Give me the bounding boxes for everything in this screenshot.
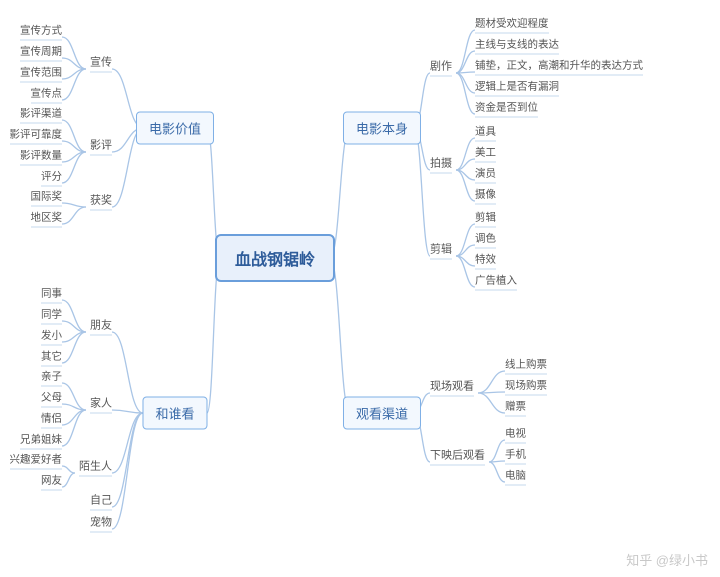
leaf-r18: 手机 — [505, 446, 526, 465]
leaf-r12: 特效 — [475, 251, 496, 270]
leaf-r5: 资金是否到位 — [475, 99, 538, 118]
leaf-r10: 剪辑 — [475, 209, 496, 228]
center-node: 血战钢锯岭 — [215, 234, 335, 282]
leaf-l17: 情侣 — [41, 410, 62, 429]
leaf-l11: 同事 — [41, 285, 62, 304]
sub-ps: 拍摄 — [430, 153, 452, 174]
sub-xyh: 下映后观看 — [430, 445, 485, 466]
leaf-r13: 广告植入 — [475, 272, 517, 291]
sub-hj: 获奖 — [90, 190, 112, 211]
leaf-l1: 宣传方式 — [20, 22, 62, 41]
leaf-l9: 国际奖 — [31, 188, 63, 207]
sub-zj: 自己 — [90, 490, 112, 511]
sub-py: 朋友 — [90, 315, 112, 336]
sub-yp: 影评 — [90, 135, 112, 156]
watermark: 知乎 @绿小书 — [626, 550, 708, 569]
leaf-r16: 赠票 — [505, 398, 526, 417]
leaf-r11: 调色 — [475, 230, 496, 249]
leaf-l3: 宣传范围 — [20, 64, 62, 83]
leaf-l15: 亲子 — [41, 368, 62, 387]
leaf-r17: 电视 — [505, 425, 526, 444]
leaf-l2: 宣传周期 — [20, 43, 62, 62]
leaf-r1: 题材受欢迎程度 — [475, 15, 549, 34]
main-channel: 观看渠道 — [343, 397, 421, 430]
sub-jz: 剧作 — [430, 56, 452, 77]
leaf-r4: 逻辑上是否有漏洞 — [475, 78, 559, 97]
leaf-l14: 其它 — [41, 348, 62, 367]
leaf-r2: 主线与支线的表达 — [475, 36, 559, 55]
leaf-l10: 地区奖 — [31, 209, 63, 228]
sub-ms: 陌生人 — [79, 456, 112, 477]
leaf-l4: 宣传点 — [31, 85, 63, 104]
leaf-l7: 影评数量 — [20, 147, 62, 166]
leaf-l19: 兴趣爱好者 — [10, 451, 63, 470]
leaf-r19: 电脑 — [505, 467, 526, 486]
leaf-r3: 铺垫，正文，高潮和升华的表达方式 — [475, 57, 643, 76]
main-value: 电影价值 — [136, 112, 214, 145]
leaf-l8: 评分 — [41, 168, 62, 187]
leaf-r14: 线上购票 — [505, 356, 547, 375]
main-film: 电影本身 — [343, 112, 421, 145]
leaf-r15: 现场购票 — [505, 377, 547, 396]
sub-xc: 宣传 — [90, 52, 112, 73]
leaf-l20: 网友 — [41, 472, 62, 491]
sub-jr: 家人 — [90, 393, 112, 414]
leaf-r8: 演员 — [475, 165, 496, 184]
leaf-l12: 同学 — [41, 306, 62, 325]
leaf-l13: 发小 — [41, 327, 62, 346]
sub-cw: 宠物 — [90, 512, 112, 533]
sub-jj: 剪辑 — [430, 239, 452, 260]
sub-xcg: 现场观看 — [430, 376, 474, 397]
leaf-l18: 兄弟姐妹 — [20, 431, 62, 450]
leaf-r7: 美工 — [475, 144, 496, 163]
leaf-l16: 父母 — [41, 389, 62, 408]
leaf-l5: 影评渠道 — [20, 105, 62, 124]
leaf-l6: 影评可靠度 — [10, 126, 63, 145]
leaf-r9: 摄像 — [475, 186, 496, 205]
main-who: 和谁看 — [142, 397, 207, 430]
leaf-r6: 道具 — [475, 123, 496, 142]
